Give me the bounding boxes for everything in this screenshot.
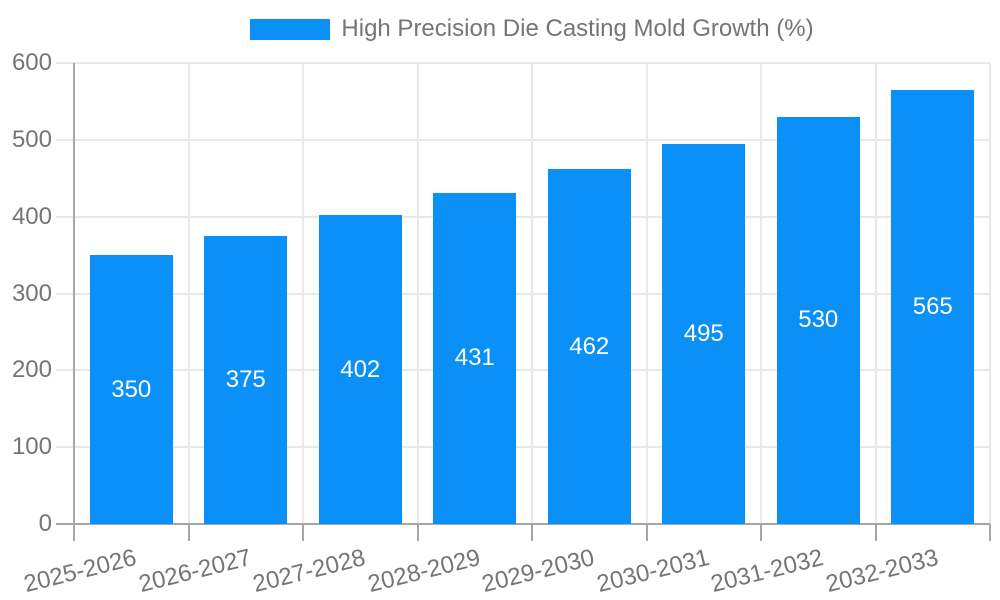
gridline-vertical bbox=[760, 63, 762, 524]
bar-value-label: 431 bbox=[454, 344, 495, 372]
x-tick-label: 2026-2027 bbox=[136, 544, 255, 598]
x-axis-tick bbox=[73, 524, 75, 541]
bar-2032-2033[interactable] bbox=[891, 89, 975, 524]
bar-value-label: 462 bbox=[569, 332, 610, 360]
y-tick-label: 200 bbox=[11, 356, 52, 384]
gridline-vertical bbox=[989, 63, 991, 524]
bar-value-label: 375 bbox=[225, 365, 266, 393]
gridline-horizontal bbox=[56, 446, 990, 449]
bar-2027-2028[interactable] bbox=[318, 215, 402, 524]
bar-value-label: 565 bbox=[912, 292, 953, 320]
x-tick-label: 2028-2029 bbox=[365, 544, 484, 598]
x-axis-tick bbox=[302, 524, 304, 541]
gridline-horizontal bbox=[56, 215, 990, 218]
gridline-vertical bbox=[645, 63, 648, 524]
y-axis-line bbox=[73, 63, 75, 524]
legend-label[interactable]: High Precision Die Casting Mold Growth (… bbox=[341, 15, 814, 42]
x-axis-tick bbox=[760, 524, 762, 541]
y-tick-label: 100 bbox=[11, 433, 52, 461]
x-axis-tick bbox=[531, 524, 533, 541]
x-axis-tick bbox=[989, 524, 991, 541]
bar-value-label: 495 bbox=[683, 319, 724, 347]
gridline-vertical bbox=[874, 63, 877, 524]
x-axis-tick bbox=[645, 524, 648, 541]
gridline-vertical bbox=[531, 63, 533, 524]
x-tick-label: 2027-2028 bbox=[250, 544, 369, 598]
x-axis-tick bbox=[874, 524, 877, 541]
gridline-vertical bbox=[302, 63, 304, 524]
bar-value-label: 530 bbox=[798, 306, 839, 334]
x-tick-label: 2029-2030 bbox=[479, 544, 598, 598]
gridline-vertical bbox=[416, 63, 419, 524]
gridline-horizontal bbox=[56, 62, 990, 64]
y-tick-label: 500 bbox=[11, 125, 52, 153]
bar-value-label: 402 bbox=[340, 355, 381, 383]
y-tick-label: 600 bbox=[11, 49, 52, 76]
bar-2029-2030[interactable] bbox=[547, 169, 631, 524]
gridline-vertical bbox=[187, 63, 190, 524]
legend-swatch[interactable] bbox=[250, 18, 331, 40]
bar-2028-2029[interactable] bbox=[433, 192, 517, 524]
bar-value-label: 350 bbox=[111, 375, 152, 403]
legend[interactable]: High Precision Die Casting Mold Growth (… bbox=[74, 15, 990, 42]
x-axis-tick bbox=[416, 524, 419, 541]
x-tick-label: 2032-2033 bbox=[823, 544, 942, 598]
gridline-horizontal bbox=[56, 369, 990, 372]
x-axis-tick bbox=[187, 524, 190, 541]
x-tick-label: 2031-2032 bbox=[708, 544, 827, 598]
y-tick-label: 0 bbox=[38, 510, 52, 537]
y-tick-label: 400 bbox=[11, 202, 52, 230]
y-tick-label: 300 bbox=[11, 279, 52, 307]
x-tick-label: 2030-2031 bbox=[594, 544, 713, 598]
bar-2025-2026[interactable] bbox=[89, 255, 173, 524]
bar-2030-2031[interactable] bbox=[662, 143, 746, 524]
bar-2026-2027[interactable] bbox=[204, 235, 288, 524]
bar-2031-2032[interactable] bbox=[776, 116, 860, 524]
gridline-horizontal bbox=[56, 292, 990, 295]
x-axis-line bbox=[56, 523, 990, 525]
x-tick-label: 2025-2026 bbox=[21, 544, 140, 598]
gridline-horizontal bbox=[56, 138, 990, 141]
